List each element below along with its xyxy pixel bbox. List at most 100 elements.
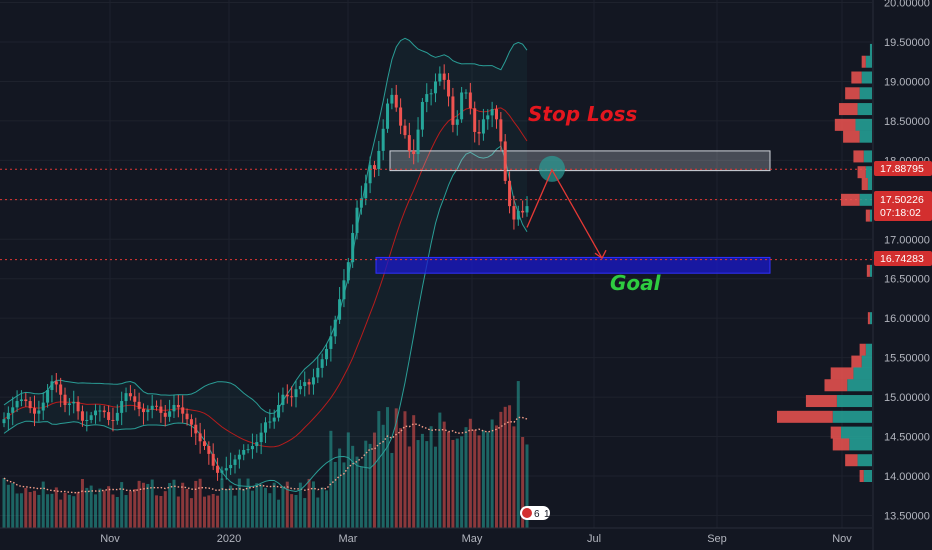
candle-body xyxy=(133,396,137,402)
candle-body xyxy=(346,262,350,281)
volume-bar xyxy=(24,488,28,528)
volume-bar xyxy=(111,494,115,528)
volume-bar xyxy=(412,415,416,528)
candle-body xyxy=(146,409,150,413)
volume-bar xyxy=(316,497,320,528)
price-tag-level-low: 16.74283 xyxy=(874,251,932,266)
volume-bar xyxy=(407,446,411,528)
projection-arrow xyxy=(526,168,603,259)
time-tick-label: Jul xyxy=(587,533,601,545)
candle-body xyxy=(137,401,141,409)
volume-bar xyxy=(359,466,363,528)
volume-profile xyxy=(777,43,872,482)
countdown-text: 07:18:02 xyxy=(880,207,921,219)
volume-bar xyxy=(377,411,381,528)
volume-bar xyxy=(329,430,333,528)
volume-bar xyxy=(198,478,202,528)
candle-body xyxy=(220,470,224,473)
candle-body xyxy=(342,280,346,300)
volume-bar xyxy=(141,482,145,528)
candle-body xyxy=(508,180,512,207)
candle-body xyxy=(490,109,494,116)
candle-body xyxy=(499,119,503,142)
candle-body xyxy=(124,393,128,402)
candle-body xyxy=(246,449,250,451)
price-tag-last: 17.50226 07:18:02 xyxy=(874,191,932,221)
candle-body xyxy=(451,96,455,125)
candle-body xyxy=(285,394,289,397)
candle-body xyxy=(242,449,246,455)
volume-bar xyxy=(137,480,141,528)
event-badge[interactable]: 6 1 xyxy=(520,506,550,520)
candle-body xyxy=(264,422,267,433)
candles[interactable] xyxy=(2,64,529,481)
volume-bar xyxy=(351,445,355,528)
candle-body xyxy=(303,382,307,387)
candle-body xyxy=(207,446,211,454)
candle-body xyxy=(290,396,294,398)
candle-body xyxy=(107,412,111,420)
profile-buy-bar xyxy=(841,426,872,439)
profile-buy-bar xyxy=(869,264,872,277)
volume-bar xyxy=(85,487,89,528)
volume-bar xyxy=(150,479,154,528)
volume-bar xyxy=(508,405,512,528)
stop-loss-zone xyxy=(389,150,771,172)
candle-body xyxy=(181,407,185,414)
profile-buy-bar xyxy=(836,395,872,408)
volume-bar xyxy=(490,419,494,528)
candle-body xyxy=(464,92,468,94)
profile-buy-bar xyxy=(857,454,872,467)
volume-bar xyxy=(63,492,67,528)
profile-sell-bar xyxy=(843,130,860,143)
profile-sell-bar xyxy=(867,312,870,325)
volume-bar xyxy=(98,488,102,528)
volume-ma-line xyxy=(3,416,528,494)
drawings[interactable] xyxy=(526,155,607,260)
volume-bar xyxy=(155,495,159,528)
profile-buy-bar xyxy=(865,55,872,68)
candle-body xyxy=(368,165,372,184)
candle-body xyxy=(102,410,106,413)
volume-bar xyxy=(499,411,503,528)
volume-bar xyxy=(146,483,150,528)
profile-buy-bar xyxy=(847,379,872,392)
profile-sell-bar xyxy=(859,343,866,356)
volume-bar xyxy=(194,480,198,528)
volume-bar xyxy=(447,431,451,528)
candle-body xyxy=(433,81,437,94)
candle-body xyxy=(255,442,259,447)
candle-body xyxy=(468,92,472,109)
volume-bar xyxy=(128,491,132,528)
price-tick-label: 17.00000 xyxy=(884,234,930,246)
volume-bar xyxy=(233,495,237,528)
price-tick-label: 18.50000 xyxy=(884,116,930,128)
volume-bar xyxy=(264,487,267,528)
volume-bar xyxy=(80,479,84,528)
profile-sell-bar xyxy=(805,395,837,408)
candle-body xyxy=(76,401,80,412)
time-axis[interactable]: Nov 2020 Mar May Jul Sep Nov xyxy=(0,527,872,545)
volume-bar xyxy=(460,436,464,528)
horizontal-levels[interactable] xyxy=(0,168,872,261)
candle-body xyxy=(311,377,315,385)
volume-bar xyxy=(464,427,468,528)
candle-body xyxy=(63,394,67,405)
volume-bar xyxy=(494,425,498,528)
candle-body xyxy=(150,405,154,410)
profile-buy-bar xyxy=(865,166,872,179)
candle-body xyxy=(429,93,433,95)
candle-body xyxy=(359,198,363,208)
candle-body xyxy=(386,103,390,129)
volume-bars xyxy=(2,381,529,528)
volume-bar xyxy=(124,495,128,528)
volume-ma xyxy=(3,416,528,494)
volume-bar xyxy=(72,496,76,528)
profile-sell-bar xyxy=(830,426,842,439)
volume-bar xyxy=(2,478,6,528)
candle-body xyxy=(407,135,411,151)
volume-bar xyxy=(15,493,19,528)
candle-body xyxy=(163,412,167,417)
